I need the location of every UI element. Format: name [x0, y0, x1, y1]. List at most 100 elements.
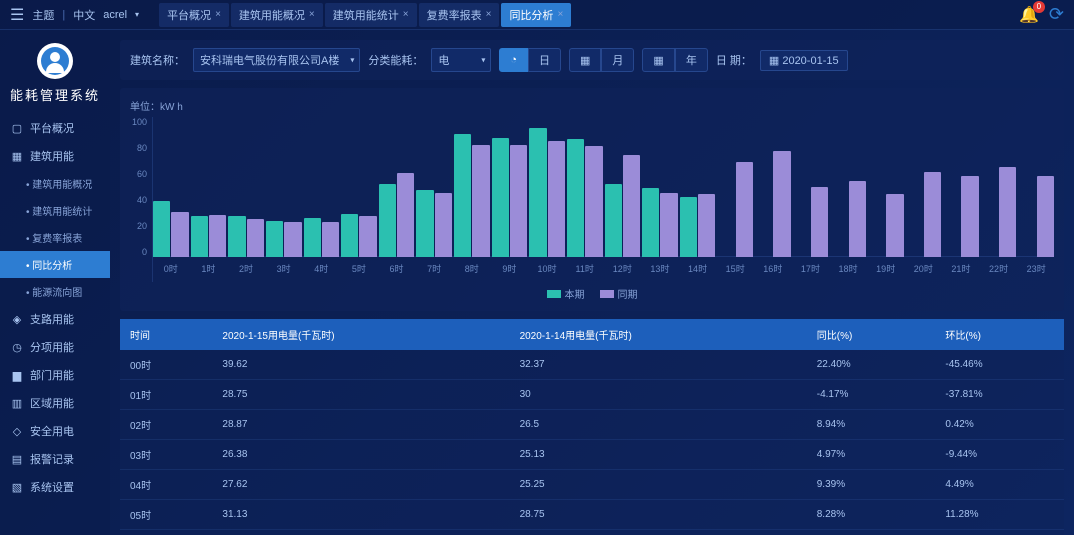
bar-prev[interactable] — [284, 222, 301, 257]
close-icon[interactable]: × — [557, 9, 563, 20]
bar-current[interactable] — [454, 134, 471, 257]
close-icon[interactable]: × — [309, 9, 315, 20]
bar-current[interactable] — [266, 221, 283, 257]
bar-current[interactable] — [228, 216, 245, 257]
bar-prev[interactable] — [849, 181, 866, 257]
bar-prev[interactable] — [736, 162, 753, 257]
table-row[interactable]: 04时27.6225.259.39%4.49% — [120, 470, 1064, 500]
bar-current[interactable] — [379, 184, 396, 257]
table-header: 环比(%) — [935, 319, 1064, 350]
bar-pair: 23时 — [1018, 176, 1054, 257]
btn-day[interactable]: 日 — [528, 48, 561, 72]
bar-prev[interactable] — [209, 215, 226, 257]
nav-item[interactable]: ◷分项用能 — [0, 333, 110, 361]
bar-current[interactable] — [416, 190, 433, 257]
building-select[interactable]: 安科瑞电气股份有限公司A楼 — [193, 48, 360, 72]
lang-label[interactable]: 中文 — [73, 7, 95, 23]
tab[interactable]: 平台概况× — [159, 3, 229, 27]
bar-prev[interactable] — [359, 216, 376, 257]
bar-prev[interactable] — [472, 145, 489, 257]
nav-item[interactable]: ◈支路用能 — [0, 305, 110, 333]
close-icon[interactable]: × — [215, 9, 221, 20]
chevron-down-icon[interactable]: ▾ — [135, 10, 139, 19]
nav-sub-item[interactable]: • 建筑用能概况 — [0, 170, 110, 197]
theme-label[interactable]: 主题 — [32, 7, 54, 23]
bar-prev[interactable] — [1037, 176, 1054, 257]
nav-icon: ▧ — [10, 481, 24, 494]
tab[interactable]: 建筑用能概况× — [231, 3, 323, 27]
btn-year[interactable]: 年 — [675, 48, 708, 72]
table-row[interactable]: 02时28.8726.58.94%0.42% — [120, 410, 1064, 440]
bar-pair: 10时 — [529, 128, 565, 257]
nav-item[interactable]: ▤报警记录 — [0, 445, 110, 473]
bar-pair: 17时 — [793, 187, 829, 257]
btn-hour[interactable]: ◔ — [499, 48, 528, 72]
tab[interactable]: 同比分析× — [501, 3, 571, 27]
bar-prev[interactable] — [886, 194, 903, 257]
table-row[interactable]: 01时28.7530-4.17%-37.81% — [120, 380, 1064, 410]
table-row[interactable]: 05时31.1328.758.28%11.28% — [120, 500, 1064, 530]
tab[interactable]: 建筑用能统计× — [325, 3, 417, 27]
building-label: 建筑名称： — [130, 52, 185, 68]
bar-prev[interactable] — [435, 193, 452, 257]
bar-prev[interactable] — [247, 219, 264, 257]
bar-pair: 6时 — [379, 173, 415, 257]
chart-legend: 本期 同期 — [130, 286, 1054, 301]
bar-current[interactable] — [492, 138, 509, 257]
user-label[interactable]: acrel — [103, 9, 127, 21]
bar-prev[interactable] — [924, 172, 941, 257]
date-input[interactable]: ▦ 2020-01-15 — [760, 50, 848, 71]
bar-prev[interactable] — [585, 146, 602, 257]
bar-prev[interactable] — [961, 176, 978, 257]
granularity-year: ▦ 年 — [642, 48, 707, 72]
nav-item[interactable]: ◇安全用电 — [0, 417, 110, 445]
bar-prev[interactable] — [623, 155, 640, 257]
table-row[interactable]: 06时51.6360-13.95%39.71% — [120, 530, 1064, 535]
close-icon[interactable]: × — [486, 9, 492, 20]
table-header: 2020-1-15用电量(千瓦时) — [212, 319, 509, 350]
bar-prev[interactable] — [322, 222, 339, 257]
nav-sub-item[interactable]: • 能源流向图 — [0, 278, 110, 305]
bar-current[interactable] — [341, 214, 358, 257]
nav-sub-item[interactable]: • 建筑用能统计 — [0, 197, 110, 224]
nav-item[interactable]: ▆部门用能 — [0, 361, 110, 389]
bar-current[interactable] — [605, 184, 622, 257]
bar-prev[interactable] — [660, 193, 677, 257]
bar-prev[interactable] — [397, 173, 414, 257]
type-label: 分类能耗： — [368, 52, 423, 68]
btn-month[interactable]: 月 — [601, 48, 634, 72]
nav-sub-item[interactable]: • 复费率报表 — [0, 224, 110, 251]
refresh-icon[interactable]: ⟳ — [1049, 4, 1064, 25]
nav-icon: ◷ — [10, 341, 24, 354]
bar-prev[interactable] — [811, 187, 828, 257]
type-select[interactable]: 电 — [431, 48, 491, 72]
bar-current[interactable] — [567, 139, 584, 257]
bar-pair: 5时 — [341, 214, 377, 257]
nav-item[interactable]: ▢平台概况 — [0, 114, 110, 142]
bar-current[interactable] — [642, 188, 659, 257]
bar-prev[interactable] — [510, 145, 527, 257]
bar-prev[interactable] — [548, 141, 565, 257]
bar-current[interactable] — [304, 218, 321, 257]
table-row[interactable]: 03时26.3825.134.97%-9.44% — [120, 440, 1064, 470]
bar-current[interactable] — [191, 216, 208, 257]
tab[interactable]: 复费率报表× — [419, 3, 500, 27]
bar-prev[interactable] — [773, 151, 790, 257]
bar-prev[interactable] — [698, 194, 715, 257]
nav-item[interactable]: ▦建筑用能 — [0, 142, 110, 170]
bell-icon[interactable]: 🔔 0 — [1019, 5, 1039, 25]
nav-icon: ◇ — [10, 425, 24, 438]
table-row[interactable]: 00时39.6232.3722.40%-45.46% — [120, 350, 1064, 380]
bar-prev[interactable] — [999, 167, 1016, 257]
nav-item[interactable]: ▥区域用能 — [0, 389, 110, 417]
menu-toggle-icon[interactable]: ☰ — [10, 5, 24, 25]
close-icon[interactable]: × — [403, 9, 409, 20]
bar-current[interactable] — [529, 128, 546, 257]
btn-year-icon[interactable]: ▦ — [642, 48, 674, 72]
bar-current[interactable] — [153, 201, 170, 257]
nav-sub-item[interactable]: • 同比分析 — [0, 251, 110, 278]
nav-item[interactable]: ▧系统设置 — [0, 473, 110, 501]
btn-month-icon[interactable]: ▦ — [569, 48, 601, 72]
bar-current[interactable] — [680, 197, 697, 257]
bar-prev[interactable] — [171, 212, 188, 257]
